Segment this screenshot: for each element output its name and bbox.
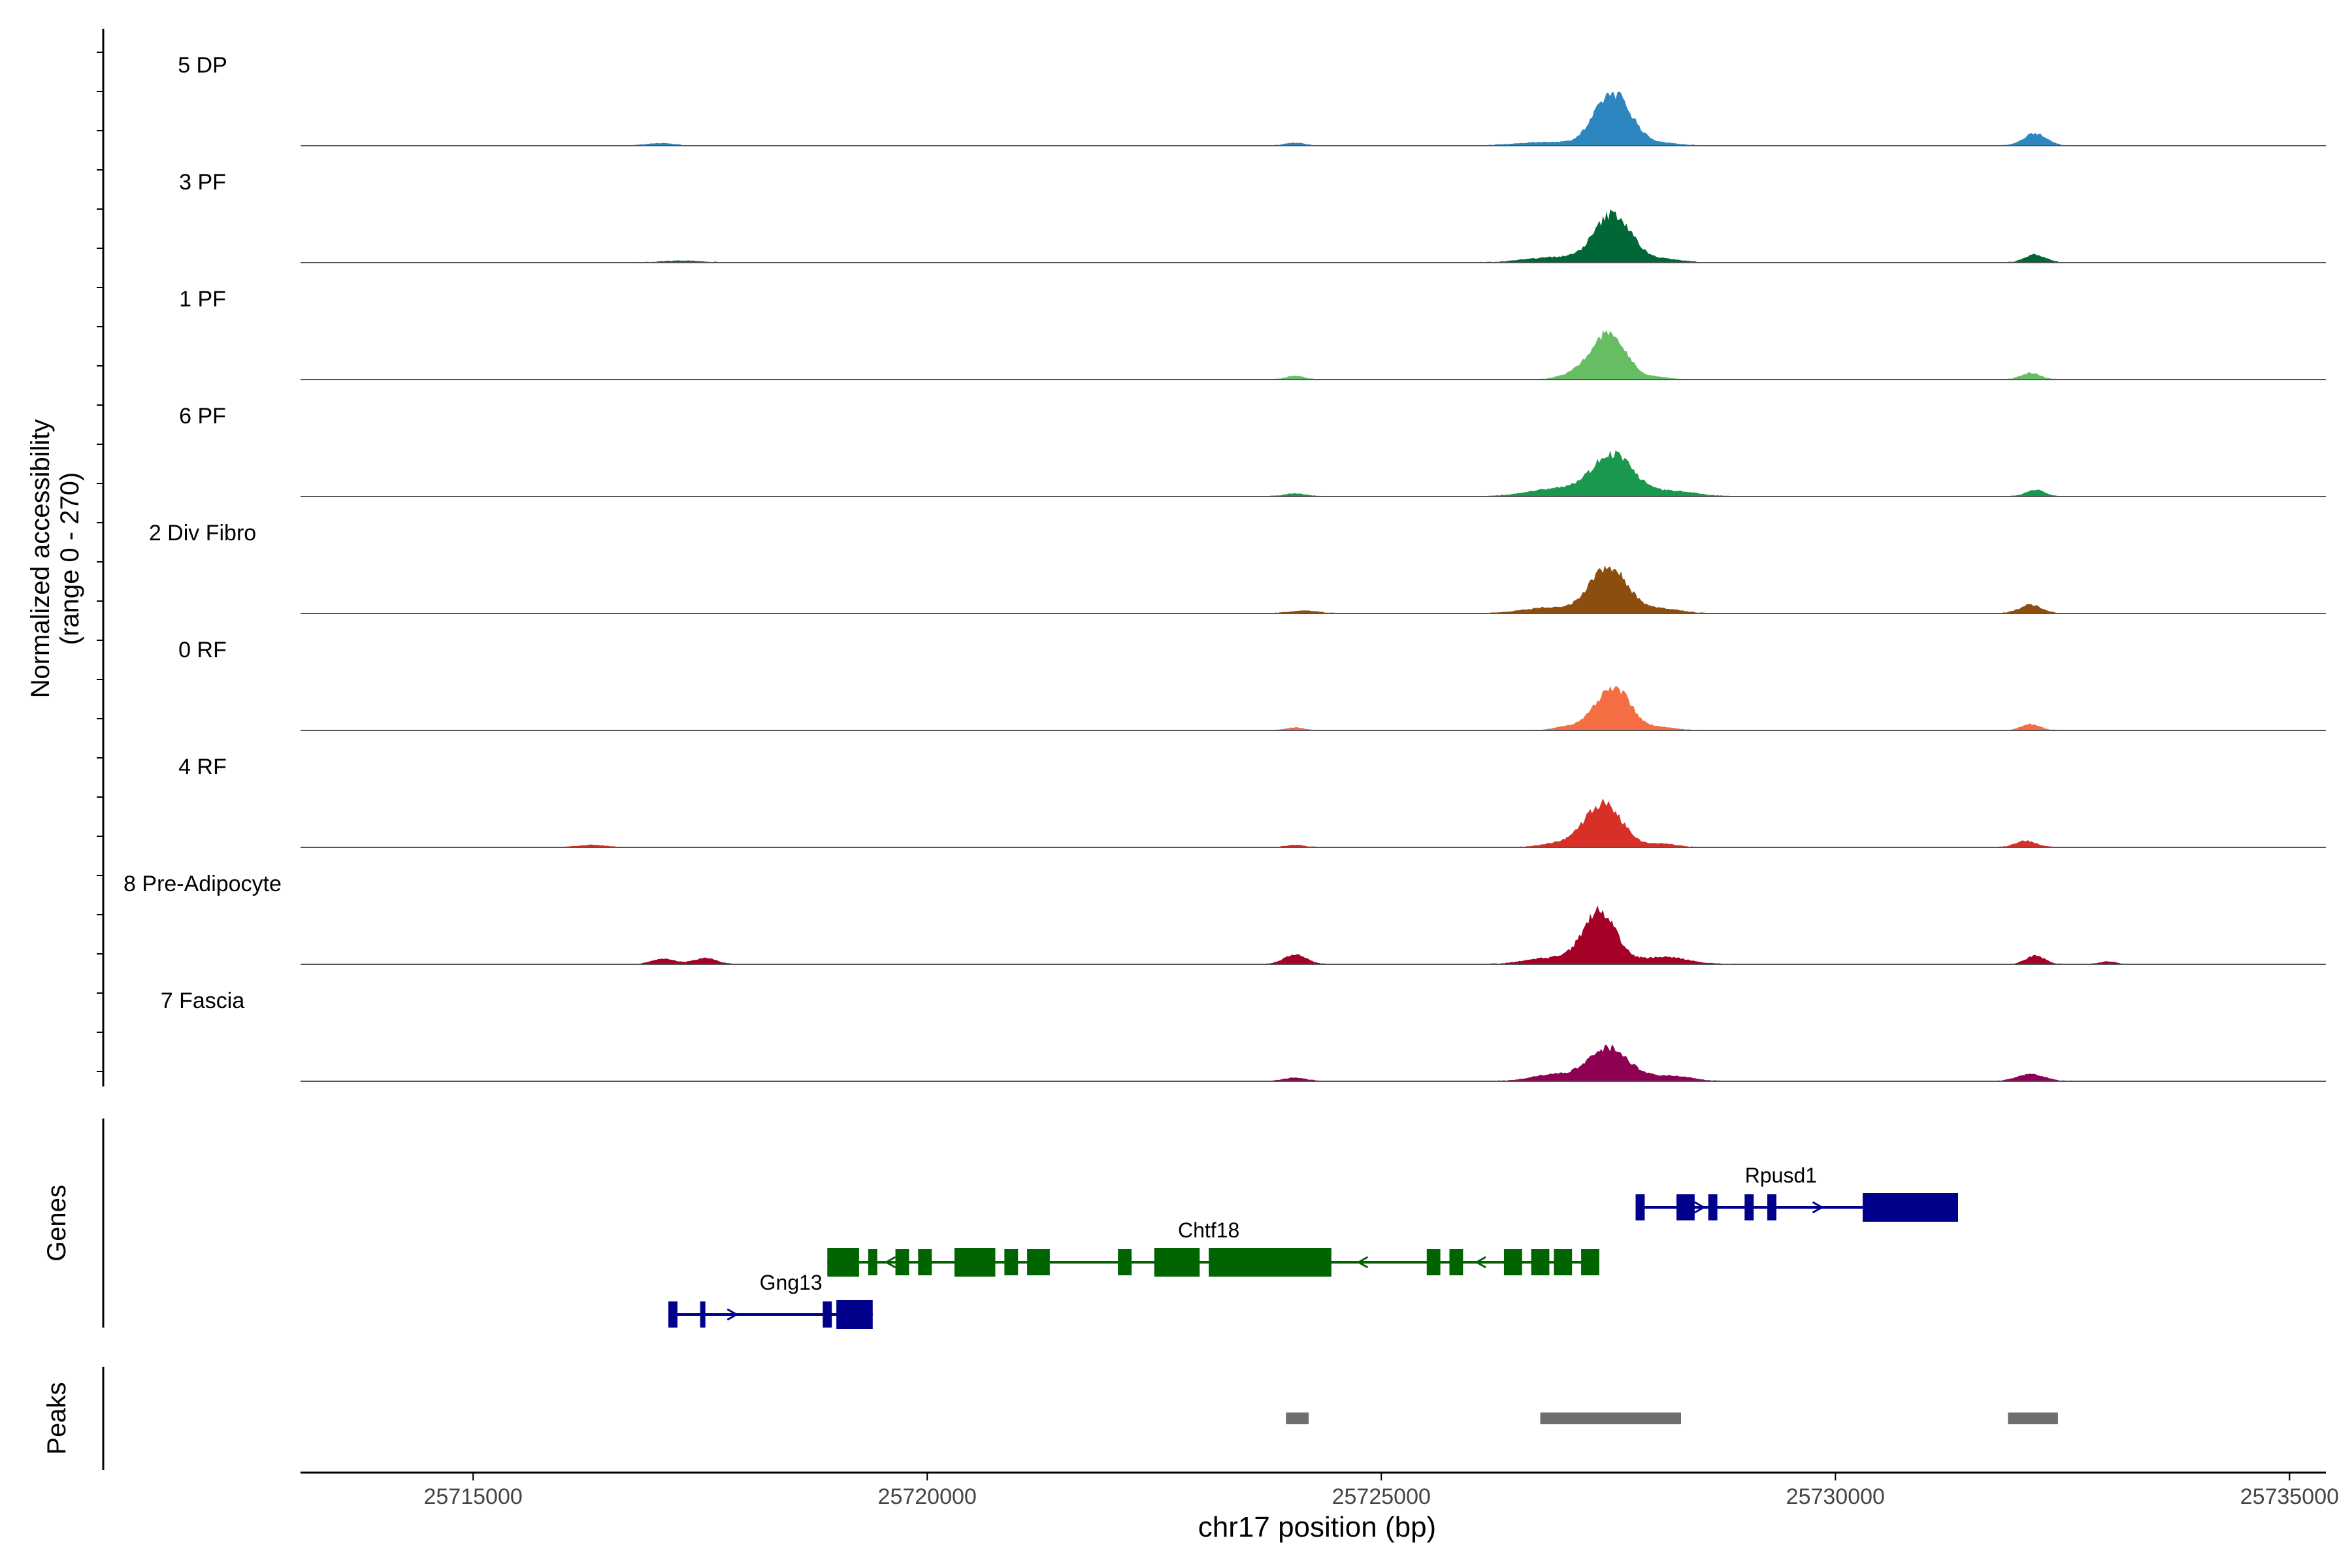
coverage-area-8 (301, 905, 2217, 964)
peaks-label: Peaks (42, 1382, 71, 1454)
track-label: 6 PF (179, 404, 226, 429)
gene-exon (1767, 1194, 1776, 1220)
gene-exon (1676, 1194, 1695, 1220)
gene-exon (868, 1249, 877, 1275)
coverage-area-4 (301, 450, 2217, 497)
track-label: 2 Div Fibro (149, 521, 256, 546)
gene-exon (1708, 1194, 1718, 1220)
gene-exon (1554, 1249, 1573, 1275)
coverage-area-5 (301, 565, 2217, 613)
track-label: 4 RF (178, 755, 227, 779)
coverage-area-6 (301, 686, 2217, 730)
y-axis-label-line1: Normalized accessibility (26, 419, 55, 698)
gene-exon (1154, 1248, 1200, 1277)
gene-exon (918, 1249, 932, 1275)
gene-exon (1118, 1249, 1132, 1275)
gene-exon (1863, 1193, 1958, 1222)
gene-exon (1426, 1249, 1441, 1275)
track-label: 8 Pre-Adipocyte (123, 872, 282, 896)
strand-arrow (1475, 1256, 1486, 1269)
gene-exon (700, 1301, 706, 1328)
gene-label: Rpusd1 (1745, 1164, 1817, 1187)
gene-exon (1531, 1249, 1550, 1275)
y-axis-label-line2: (range 0 - 270) (56, 472, 84, 645)
x-tick-label: 25715000 (423, 1484, 522, 1509)
coverage-area-7 (301, 798, 2217, 847)
track-label: 0 RF (178, 638, 227, 662)
strand-arrow (727, 1308, 739, 1321)
gene-exon (1004, 1249, 1019, 1275)
gene-exon (1209, 1248, 1331, 1277)
peak-region (1540, 1413, 1682, 1424)
x-tick-label: 25725000 (1332, 1484, 1431, 1509)
gene-exon (827, 1248, 859, 1277)
gene-exon (1581, 1249, 1599, 1275)
coverage-tracks: 5 DP 3 PF 1 PF 6 PF 2 Div Fibro 0 RF 4 RF 8 Pre… (123, 53, 2326, 1082)
strand-arrow (1694, 1201, 1706, 1214)
coverage-area-1 (301, 91, 2217, 146)
gene-exon (836, 1300, 873, 1329)
gene-gng13: Gng13 (668, 1271, 873, 1329)
gene-chtf18: Chtf18 (827, 1218, 1599, 1277)
gene-exon (954, 1248, 996, 1277)
gene-exon (668, 1301, 678, 1328)
coverage-y-axis (97, 29, 105, 1086)
gene-track: Gng13 Chtf18 Rpusd1 (668, 1164, 1958, 1329)
track-label: 3 PF (179, 170, 226, 195)
x-axis-label: chr17 position (bp) (1198, 1511, 1436, 1543)
gene-label: Gng13 (760, 1271, 823, 1294)
strand-arrow (1356, 1256, 1369, 1269)
coverage-area-9 (301, 1044, 2217, 1081)
gene-exon (1744, 1194, 1754, 1220)
peak-track (1286, 1413, 2058, 1424)
strand-arrow (1812, 1201, 1824, 1214)
gene-exon (1635, 1194, 1645, 1220)
track-label: 1 PF (179, 287, 226, 312)
gene-exon (895, 1249, 909, 1275)
track-label: 7 Fascia (161, 988, 245, 1013)
gene-exon (1027, 1249, 1050, 1275)
coverage-area-3 (301, 330, 2217, 380)
genes-label: Genes (42, 1184, 71, 1262)
x-tick-label: 25735000 (2240, 1484, 2339, 1509)
gene-exon (823, 1301, 832, 1328)
peak-region (1286, 1413, 1309, 1424)
gene-exon (1503, 1249, 1522, 1275)
coverage-area-2 (301, 209, 2217, 263)
track-label: 5 DP (178, 53, 227, 78)
gene-exon (1449, 1249, 1463, 1275)
x-axis: 25715000 25720000 25725000 25730000 25735000 (301, 1471, 2339, 1509)
gene-label: Chtf18 (1178, 1218, 1239, 1242)
x-tick-label: 25730000 (1786, 1484, 1885, 1509)
strand-arrow (884, 1256, 896, 1269)
gene-rpusd1: Rpusd1 (1635, 1164, 1958, 1222)
x-tick-label: 25720000 (878, 1484, 977, 1509)
peak-region (2008, 1413, 2058, 1424)
